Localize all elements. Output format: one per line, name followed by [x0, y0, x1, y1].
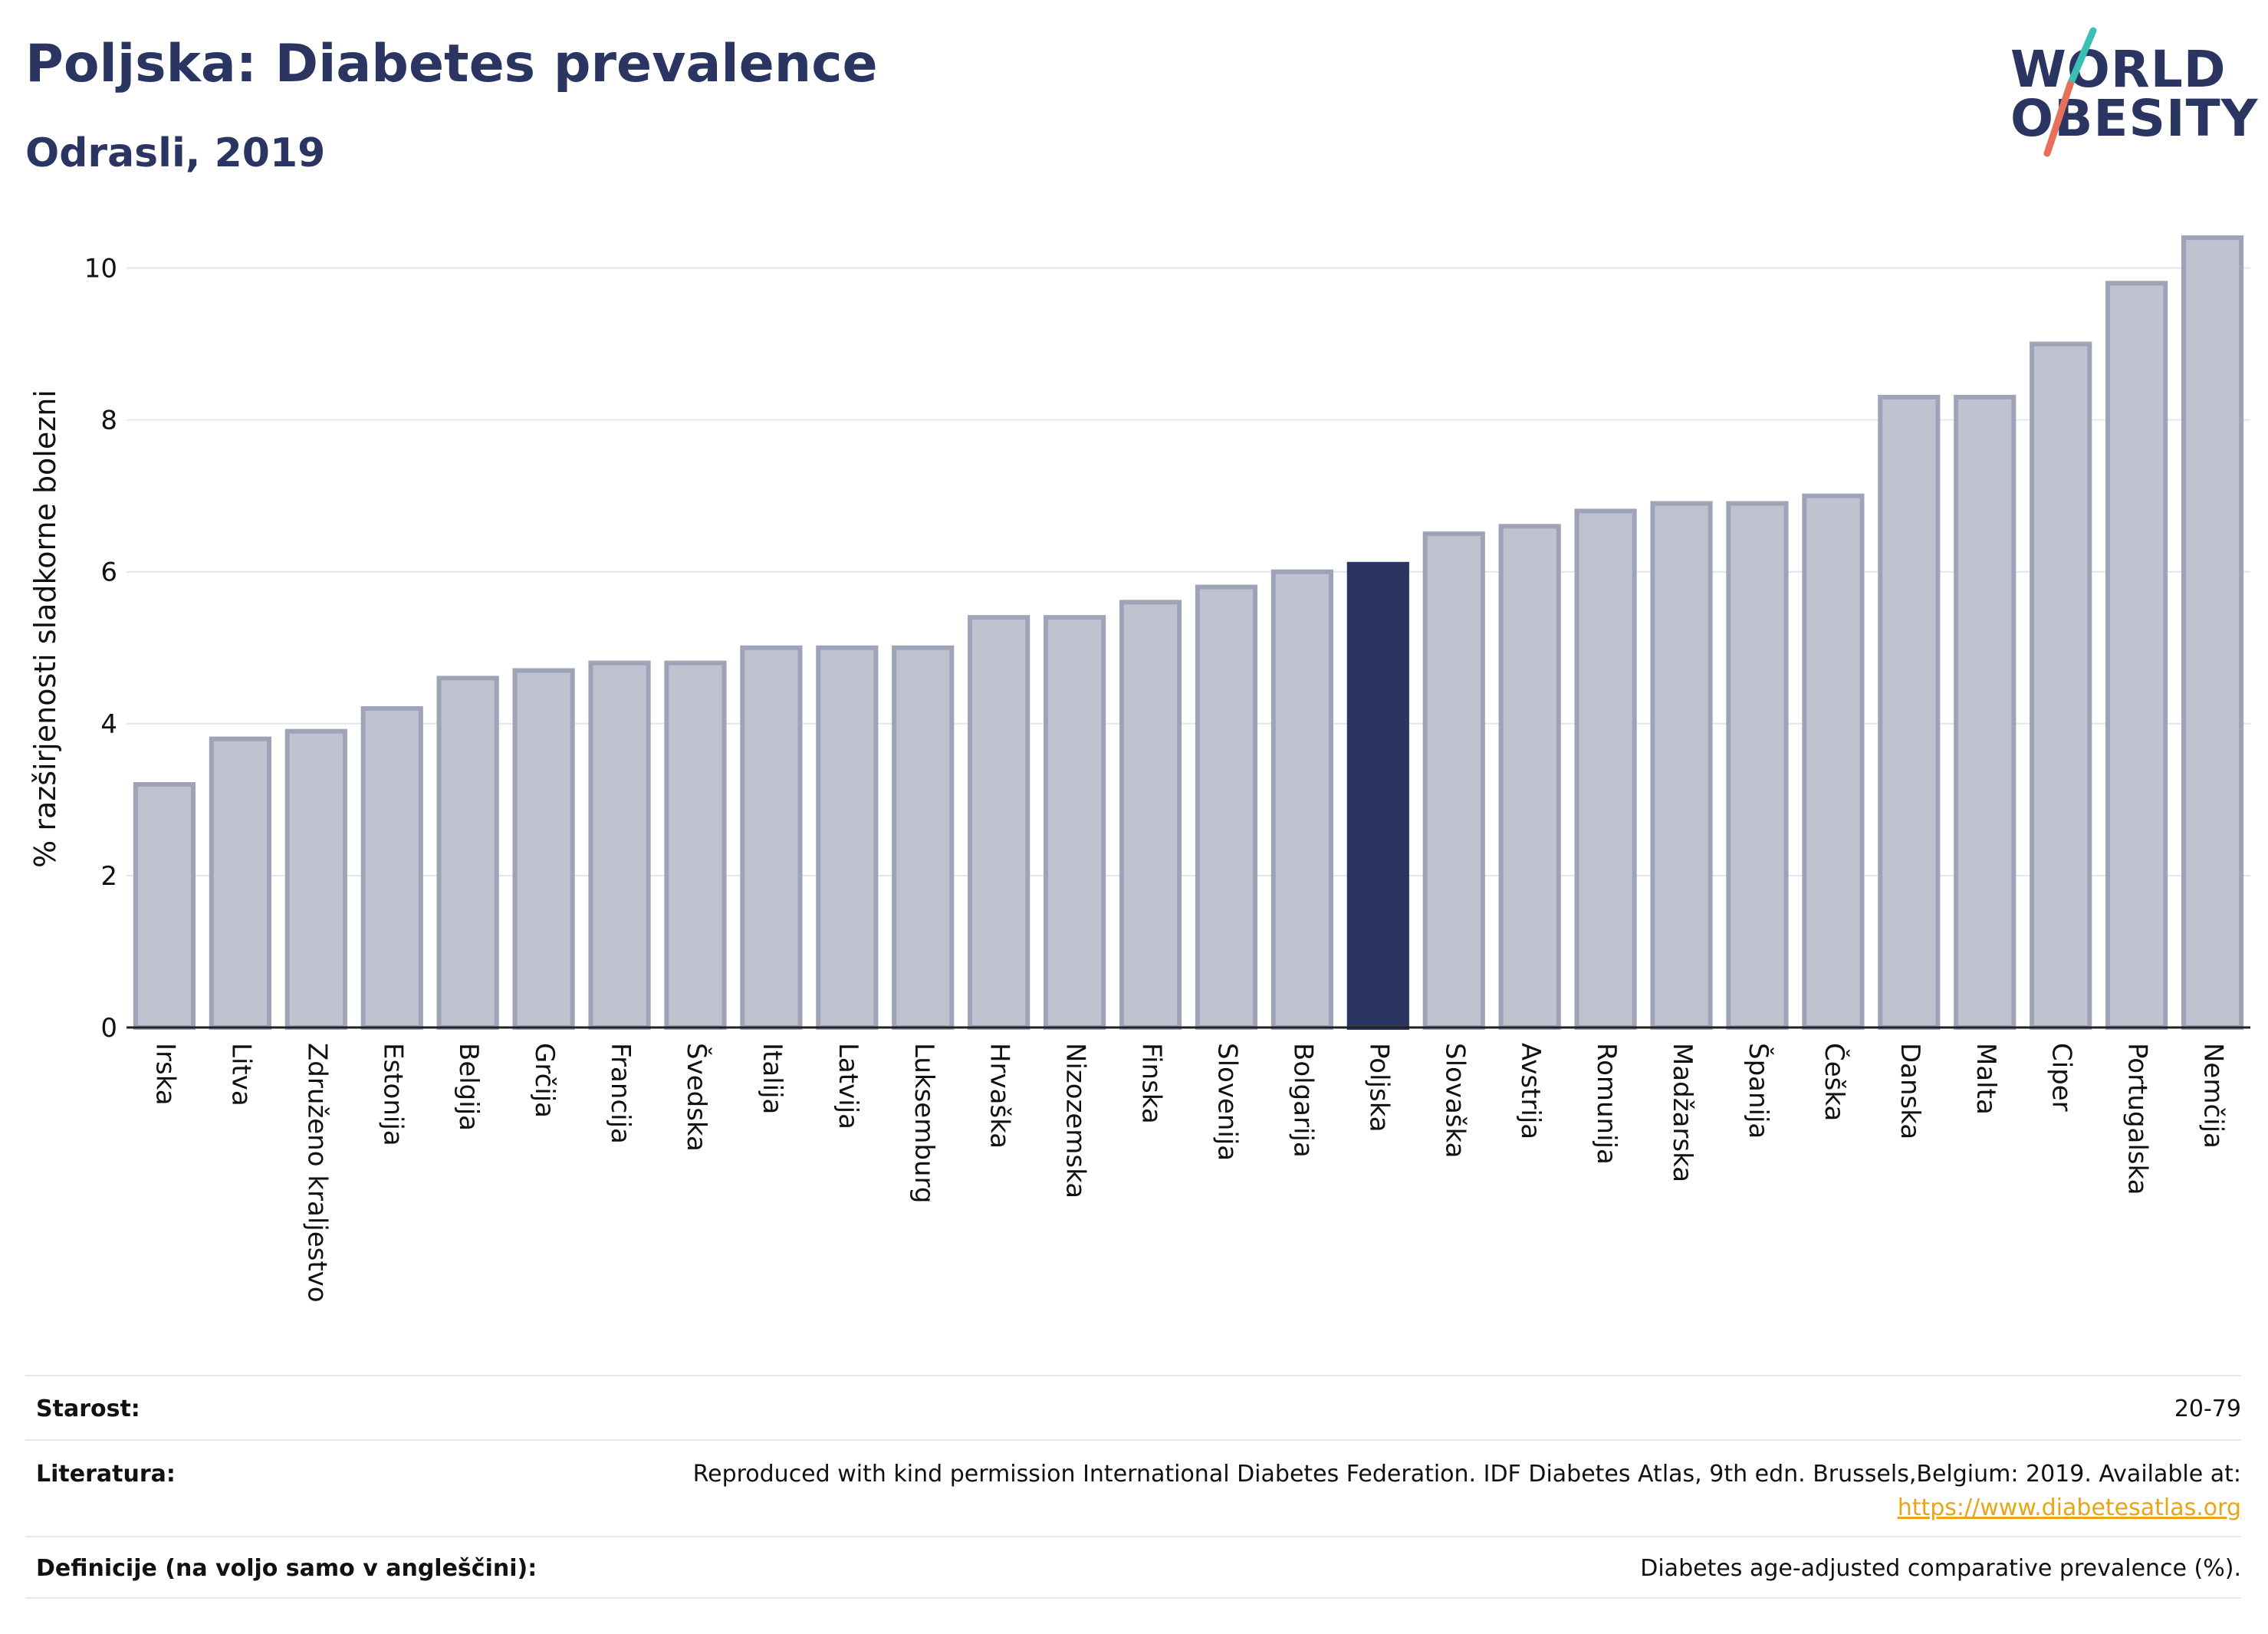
x-tick-label: Združeno kraljestvo	[301, 1043, 332, 1303]
meta-separator-top	[25, 1375, 2241, 1376]
bar-grčija	[512, 668, 575, 1030]
bar-hrvaška	[968, 615, 1030, 1030]
x-tick-label: Švedska	[681, 1043, 712, 1152]
bar-švedska	[664, 660, 727, 1030]
bar-ciper	[2030, 341, 2092, 1031]
x-tick-label: Avstrija	[1515, 1043, 1546, 1139]
bar-litva	[209, 736, 271, 1030]
bar-romunija	[1574, 508, 1637, 1030]
x-tick-label: Belgija	[453, 1043, 484, 1131]
x-tick-label: Malta	[1971, 1043, 2001, 1115]
y-tick-label: 0	[100, 1013, 117, 1044]
y-tick-label: 2	[100, 861, 117, 892]
meta-def-value: Diabetes age-adjusted comparative preval…	[1640, 1555, 2241, 1582]
meta-ref-label: Literatura:	[36, 1461, 176, 1488]
bar-poljska	[1346, 561, 1409, 1030]
logo-slash-icon	[2043, 27, 2097, 157]
x-tick-label: Finska	[1136, 1043, 1167, 1124]
x-tick-label: Litva	[225, 1043, 256, 1106]
meta-ref-text: Reproduced with kind permission Internat…	[692, 1461, 2241, 1488]
bars	[133, 235, 2244, 1031]
bar-češka	[1802, 493, 1865, 1030]
diabetesatlas-link[interactable]: https://www.diabetesatlas.org	[1897, 1494, 2241, 1521]
bar-združeno-kraljestvo	[284, 728, 347, 1030]
y-tick-label: 4	[100, 709, 117, 740]
meta-def-label: Definicije (na voljo samo v angleščini):	[36, 1555, 537, 1582]
x-tick-label: Irska	[150, 1043, 180, 1106]
bar-estonija	[360, 706, 423, 1030]
meta-age-label: Starost:	[36, 1396, 140, 1422]
x-tick-label: Danska	[1895, 1043, 1925, 1139]
x-axis-labels: Irska Litva Združeno kraljestvo Estonija Bel…	[150, 1043, 2228, 1303]
bar-španija	[1726, 501, 1789, 1030]
bar-slovaška	[1422, 531, 1485, 1030]
bar-nizozemska	[1044, 615, 1106, 1030]
world-obesity-logo: WORLD OBESITY	[1994, 23, 2257, 161]
bar-belgija	[436, 676, 499, 1031]
y-tick-label: 6	[100, 557, 117, 588]
bar-finska	[1119, 600, 1182, 1030]
x-tick-label: Madžarska	[1667, 1043, 1698, 1182]
meta-separator-1	[25, 1439, 2241, 1441]
x-tick-label: Španija	[1743, 1043, 1774, 1139]
x-tick-label: Francija	[605, 1043, 636, 1144]
meta-separator-bottom	[25, 1597, 2241, 1599]
x-tick-label: Ciper	[2046, 1043, 2077, 1112]
meta-ref-link-wrap: https://www.diabetesatlas.org	[1898, 1494, 2241, 1521]
x-tick-label: Italija	[757, 1043, 787, 1114]
x-tick-label: Estonija	[377, 1043, 408, 1146]
bar-malta	[1954, 394, 2017, 1030]
x-tick-label: Poljska	[1363, 1043, 1394, 1133]
bar-portugalska	[2105, 281, 2168, 1031]
bar-madžarska	[1650, 501, 1713, 1030]
x-tick-label: Luksemburg	[909, 1043, 939, 1203]
chart-subtitle: Odrasli, 2019	[25, 130, 326, 176]
logo-line-1: WORLD	[2010, 40, 2227, 99]
bar-luksemburg	[892, 645, 955, 1030]
bar-danska	[1878, 394, 1941, 1030]
x-tick-label: Latvija	[833, 1043, 863, 1129]
bar-slovenija	[1195, 584, 1258, 1030]
bar-chart: 0 2 4 6 8 10 Irska Litva Združeno kraljestvo Est…	[28, 235, 2250, 1303]
meta-row-definition: Definicije (na voljo samo v angleščini):…	[25, 1555, 2241, 1593]
x-tick-label: Grčija	[529, 1043, 560, 1118]
x-tick-label: Bolgarija	[1287, 1043, 1318, 1158]
bar-irska	[133, 782, 196, 1030]
x-tick-label: Nemčija	[2198, 1043, 2229, 1149]
x-tick-label: Nizozemska	[1060, 1043, 1091, 1198]
bar-latvija	[816, 645, 879, 1030]
y-tick-label: 10	[84, 254, 117, 284]
bar-nemčija	[2181, 235, 2244, 1030]
x-tick-label: Slovenija	[1211, 1043, 1242, 1161]
bar-avstrija	[1498, 524, 1561, 1030]
meta-age-value: 20-79	[2174, 1396, 2241, 1422]
x-tick-label: Romunija	[1591, 1043, 1622, 1165]
x-tick-label: Slovaška	[1439, 1043, 1470, 1158]
bar-italija	[740, 645, 803, 1030]
y-axis-label: % razširjenosti sladkorne bolezni	[28, 390, 62, 868]
x-tick-label: Hrvaška	[984, 1043, 1015, 1149]
y-tick-label: 8	[100, 406, 117, 436]
x-tick-label: Češka	[1819, 1043, 1850, 1121]
y-axis-ticks: 0 2 4 6 8 10	[84, 254, 117, 1044]
bar-francija	[588, 660, 651, 1030]
meta-row-age: Starost: 20-79	[25, 1396, 2241, 1434]
x-tick-label: Portugalska	[2122, 1043, 2153, 1195]
meta-separator-2	[25, 1536, 2241, 1537]
chart-title: Poljska: Diabetes prevalence	[25, 34, 878, 94]
bar-bolgarija	[1270, 569, 1333, 1030]
meta-row-reference: Literatura: Reproduced with kind permiss…	[25, 1461, 2241, 1530]
